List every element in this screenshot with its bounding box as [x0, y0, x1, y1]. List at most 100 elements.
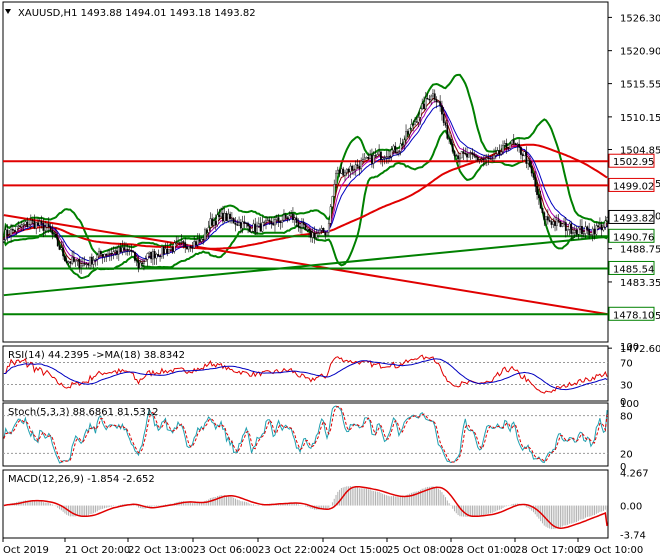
level-label-box	[608, 306, 655, 321]
candle-body	[256, 225, 258, 233]
candle-body	[356, 164, 359, 167]
candle-body	[392, 145, 395, 151]
candle-body	[299, 226, 302, 228]
candle-body	[238, 222, 240, 226]
candle-body	[26, 221, 29, 227]
candle-body	[415, 121, 418, 123]
candle-body	[439, 101, 442, 106]
candle-body	[40, 221, 43, 224]
candle-body	[96, 254, 99, 260]
candle-body	[74, 260, 77, 262]
candle-body	[175, 242, 178, 244]
candle-body	[573, 230, 576, 233]
price-tick-label: 1515.55	[620, 80, 660, 91]
candle-body	[484, 158, 486, 161]
candle-body	[110, 253, 113, 255]
candle-body	[169, 247, 172, 250]
candle-body	[83, 263, 86, 265]
price-tick-label: 1510.15	[620, 113, 660, 124]
level-label: 1485.54	[613, 264, 654, 275]
candle-body	[116, 250, 118, 255]
candle-body	[123, 247, 126, 250]
candle-body	[17, 225, 20, 227]
candle-body	[94, 259, 97, 261]
main-price-panel[interactable]: 1526.30 1520.90 1515.55 1510.15 1504.85 1499.…	[2, 13, 660, 355]
candle-body	[292, 213, 294, 221]
candle-body	[311, 232, 314, 238]
candle-body	[275, 217, 278, 220]
dropdown-triangle-icon[interactable]	[5, 9, 11, 14]
candle-body	[403, 139, 406, 146]
candle-body	[38, 221, 41, 226]
rsi-panel[interactable]: 100 70 30 0 RSI(14) 44.2395 ->MA(18) 38.8342	[3, 342, 639, 408]
stoch-tick-label: 0	[620, 462, 626, 473]
candle-body	[230, 218, 233, 220]
candle-body	[225, 212, 228, 222]
candle-body	[153, 251, 156, 259]
price-tick-label: 1488.75	[620, 245, 660, 256]
candle-body	[265, 219, 267, 223]
candle-body	[575, 230, 578, 235]
candle-body	[114, 250, 117, 252]
candle-body	[55, 234, 57, 238]
macd-panel[interactable]: 4.267 0.00 -3.74 MACD(12,26,9) -1.854 -2.65…	[3, 469, 649, 542]
candle-body	[159, 255, 161, 258]
candle-body	[396, 152, 398, 154]
candle-body	[236, 224, 239, 226]
candle-body	[135, 260, 138, 262]
candle-body	[417, 117, 420, 123]
time-tick-label: 25 Oct 08:00	[387, 545, 452, 556]
candle-body	[178, 241, 181, 244]
candle-body	[496, 150, 499, 155]
candle-body	[362, 159, 364, 162]
candle-body	[371, 154, 373, 164]
candle-body	[473, 154, 476, 157]
candle-body	[76, 258, 79, 261]
candle-body	[216, 214, 219, 225]
candle-body	[270, 220, 273, 225]
candle-body	[189, 246, 192, 248]
candle-body	[385, 156, 388, 158]
candle-body	[471, 152, 474, 155]
candle-body	[433, 93, 436, 100]
candle-body	[353, 169, 355, 171]
panel-frame-macd	[2, 469, 609, 539]
candle-body	[482, 158, 485, 161]
stoch-panel[interactable]: 100 80 20 0 Stoch(5,3,3) 88.6861 81.5312	[3, 399, 639, 473]
candle-body	[200, 238, 203, 242]
panel-frames	[2, 1, 609, 539]
stoch-tick-label: 100	[620, 399, 639, 410]
candle-body	[35, 222, 38, 229]
candle-body	[160, 246, 163, 257]
candle-body	[450, 138, 452, 145]
candle-body	[304, 224, 307, 231]
candle-body	[302, 222, 305, 225]
candle-body	[606, 217, 609, 221]
candle-body	[207, 227, 210, 233]
candle-body	[412, 124, 415, 126]
candle-body	[168, 249, 170, 254]
candle-body	[421, 103, 424, 109]
candle-body	[467, 153, 470, 158]
candle-body	[349, 165, 352, 173]
candle-body	[476, 157, 479, 161]
candle-body	[69, 261, 72, 264]
candle-body	[252, 223, 255, 232]
price-tick-label: 1504.85	[620, 146, 660, 157]
candle-body	[128, 249, 131, 252]
candle-body	[49, 226, 52, 231]
candle-body	[65, 260, 68, 263]
candle-body	[604, 220, 607, 228]
candle-body	[363, 157, 366, 160]
candle-body	[213, 220, 215, 226]
candle-body	[588, 229, 591, 236]
candle-body	[419, 108, 422, 118]
candle-body	[121, 247, 124, 252]
candle-body	[401, 143, 404, 146]
candle-body	[546, 216, 549, 221]
candle-body	[220, 212, 223, 217]
candle-body	[229, 213, 231, 219]
candle-body	[376, 153, 379, 157]
candle-body	[243, 221, 246, 224]
